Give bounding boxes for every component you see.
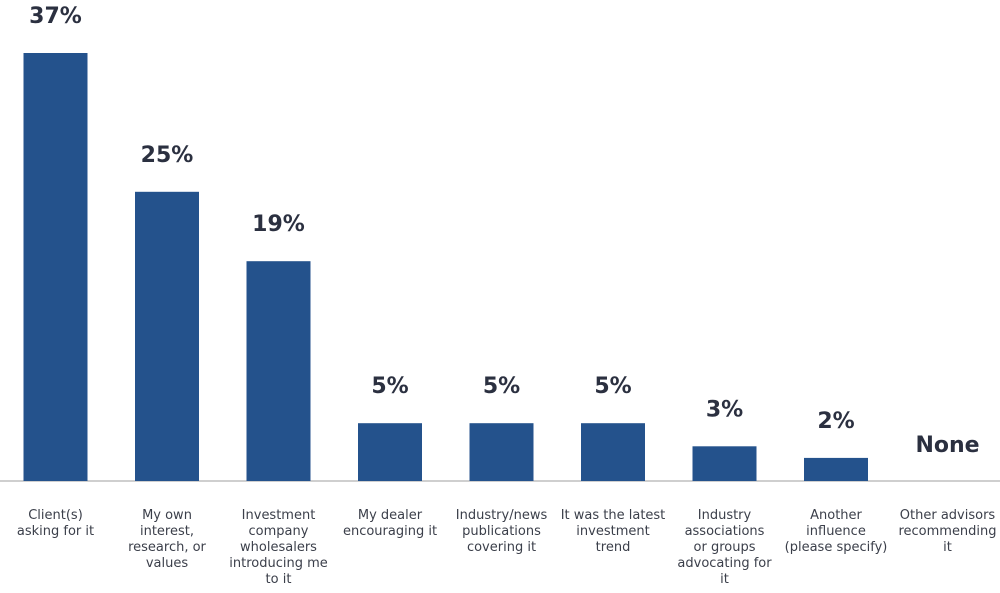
- bar-4: [469, 423, 534, 481]
- value-label-8: None: [915, 433, 979, 458]
- value-label-5: 5%: [594, 374, 631, 399]
- bar-0: [23, 53, 88, 481]
- category-label-8: Other advisors recommending it: [898, 508, 996, 555]
- bar-3: [358, 423, 422, 481]
- value-labels-group: 37% 25% 19% 5% 5% 5% 3% 2% None: [29, 4, 979, 458]
- category-label-4: Industry/news publications covering it: [456, 508, 548, 555]
- bar-2: [246, 261, 311, 481]
- category-label-2: Investment company wholesalers introducing …: [229, 508, 328, 587]
- value-label-7: 2%: [817, 409, 854, 434]
- category-label-3: My dealer encouraging it: [343, 508, 437, 539]
- bar-1: [135, 191, 199, 482]
- category-label-1: My own interest, research, or values: [128, 508, 206, 571]
- bar-5: [581, 423, 645, 481]
- category-label-7: Another influence (please specify): [785, 508, 888, 555]
- value-label-6: 3%: [706, 397, 743, 422]
- value-label-1: 25%: [141, 143, 194, 168]
- category-label-6: Industry associations or groups advocating …: [677, 508, 772, 587]
- value-label-0: 37%: [29, 4, 82, 29]
- bar-6: [692, 446, 757, 481]
- category-labels-group: Client(s) asking for it My own interest, res…: [17, 508, 997, 587]
- bar-7: [804, 457, 868, 481]
- value-label-2: 19%: [252, 212, 305, 237]
- bars-group: [23, 53, 868, 482]
- value-label-3: 5%: [371, 374, 408, 399]
- value-label-4: 5%: [483, 374, 520, 399]
- category-label-5: It was the latest investment trend: [561, 508, 666, 555]
- category-label-0: Client(s) asking for it: [17, 508, 94, 539]
